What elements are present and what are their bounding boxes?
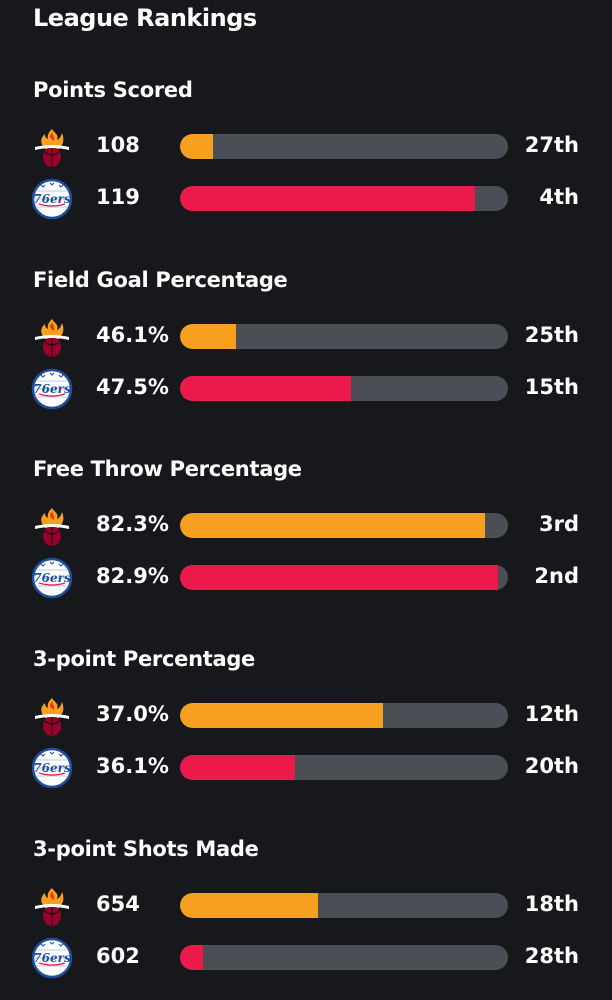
section-title: Field Goal Percentage: [33, 268, 288, 292]
heat-bar-fill: [180, 703, 384, 728]
svg-text:76ers: 76ers: [33, 571, 71, 585]
page-title: League Rankings: [33, 4, 257, 32]
section-title: Points Scored: [33, 78, 193, 102]
heat-row: 654 18th: [0, 885, 612, 926]
heat-row: 46.1% 25th: [0, 316, 612, 357]
sixers-bar-fill: [180, 945, 203, 970]
heat-bar-track: [180, 513, 508, 538]
heat-rank: 27th: [524, 133, 579, 157]
sixers-row: 76ers 119 4th: [0, 178, 612, 220]
heat-stat-value: 46.1%: [96, 323, 169, 347]
heat-bar-track: [180, 134, 508, 159]
heat-bar-fill: [180, 324, 236, 349]
philadelphia-76ers-logo-icon: 76ers: [31, 937, 73, 979]
sixers-bar-fill: [180, 755, 295, 780]
heat-rank: 18th: [524, 892, 579, 916]
sixers-row: 76ers 47.5% 15th: [0, 368, 612, 410]
stat-section: Field Goal Percentage 46.1% 25th 76ers: [0, 268, 612, 410]
miami-heat-logo-icon: [35, 129, 69, 167]
svg-text:76ers: 76ers: [33, 192, 71, 206]
heat-bar-track: [180, 324, 508, 349]
sixers-rank: 4th: [539, 185, 579, 209]
heat-stat-value: 108: [96, 133, 140, 157]
sixers-bar-track: [180, 945, 508, 970]
heat-rank: 12th: [524, 702, 579, 726]
heat-row: 108 27th: [0, 126, 612, 167]
stat-section: Points Scored 108 27th 76ers: [0, 78, 612, 220]
heat-stat-value: 82.3%: [96, 512, 169, 536]
section-title: Free Throw Percentage: [33, 457, 302, 481]
sixers-bar-fill: [180, 186, 476, 211]
heat-rank: 3rd: [538, 512, 579, 536]
sixers-stat-value: 36.1%: [96, 754, 169, 778]
sixers-rank: 28th: [524, 944, 579, 968]
sixers-row: 76ers 36.1% 20th: [0, 747, 612, 789]
miami-heat-logo-icon: [35, 888, 69, 926]
miami-heat-logo-icon: [35, 508, 69, 546]
heat-row: 37.0% 12th: [0, 695, 612, 736]
miami-heat-logo-icon: [35, 698, 69, 736]
svg-text:76ers: 76ers: [33, 382, 71, 396]
svg-text:76ers: 76ers: [33, 761, 71, 775]
philadelphia-76ers-logo-icon: 76ers: [31, 557, 73, 599]
sixers-stat-value: 119: [96, 185, 140, 209]
heat-rank: 25th: [524, 323, 579, 347]
sixers-stat-value: 82.9%: [96, 564, 169, 588]
sixers-bar-track: [180, 376, 508, 401]
heat-bar-fill: [180, 513, 486, 538]
heat-stat-value: 654: [96, 892, 140, 916]
sixers-row: 76ers 82.9% 2nd: [0, 557, 612, 599]
sixers-rank: 20th: [524, 754, 579, 778]
section-title: 3-point Percentage: [33, 647, 256, 671]
svg-text:76ers: 76ers: [33, 951, 71, 965]
sixers-bar-track: [180, 755, 508, 780]
sixers-bar-fill: [180, 376, 351, 401]
philadelphia-76ers-logo-icon: 76ers: [31, 178, 73, 220]
heat-bar-track: [180, 893, 508, 918]
stat-section: 3-point Percentage 37.0% 12th 76ers: [0, 647, 612, 789]
sixers-rank: 2nd: [534, 564, 579, 588]
sixers-rank: 15th: [524, 375, 579, 399]
philadelphia-76ers-logo-icon: 76ers: [31, 747, 73, 789]
sixers-bar-track: [180, 565, 508, 590]
miami-heat-logo-icon: [35, 319, 69, 357]
heat-bar-fill: [180, 134, 213, 159]
stat-section: Free Throw Percentage 82.3% 3rd 76ers: [0, 457, 612, 599]
sixers-row: 76ers 602 28th: [0, 937, 612, 979]
heat-bar-fill: [180, 893, 318, 918]
heat-stat-value: 37.0%: [96, 702, 169, 726]
stat-section: 3-point Shots Made 654 18th 76ers: [0, 837, 612, 979]
heat-bar-track: [180, 703, 508, 728]
sixers-bar-fill: [180, 565, 499, 590]
section-title: 3-point Shots Made: [33, 837, 259, 861]
sixers-bar-track: [180, 186, 508, 211]
philadelphia-76ers-logo-icon: 76ers: [31, 368, 73, 410]
heat-row: 82.3% 3rd: [0, 505, 612, 546]
sixers-stat-value: 602: [96, 944, 140, 968]
sixers-stat-value: 47.5%: [96, 375, 169, 399]
